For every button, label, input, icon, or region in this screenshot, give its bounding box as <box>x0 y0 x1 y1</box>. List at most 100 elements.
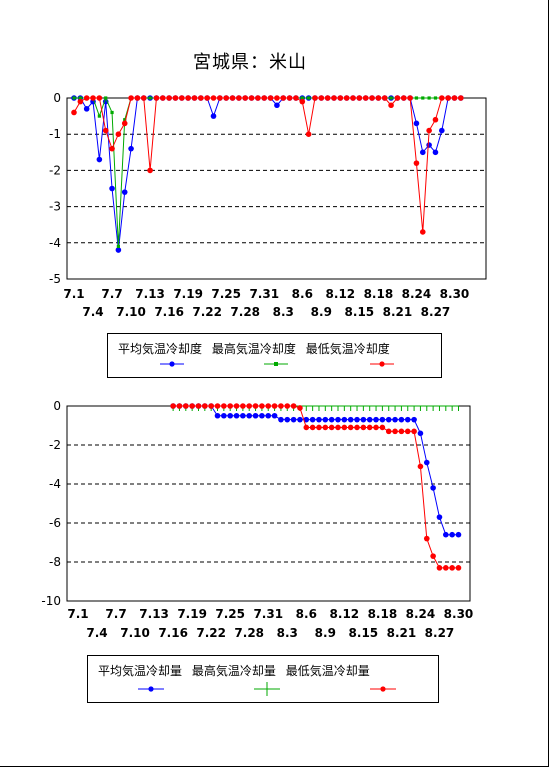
data-point <box>233 403 240 409</box>
data-point <box>123 118 127 122</box>
data-point <box>274 95 280 101</box>
data-point <box>455 565 462 571</box>
data-point <box>96 95 103 101</box>
legend-label-min: 最低気温冷却度 <box>305 342 390 356</box>
data-point <box>366 424 373 431</box>
plot-frame <box>66 97 487 280</box>
x-tick-label-row2: 8.21 <box>387 626 417 640</box>
data-point <box>78 96 82 100</box>
legend-label-mean-amount: 平均気温冷却量 <box>98 664 183 678</box>
data-point <box>191 95 198 101</box>
data-point <box>398 428 405 435</box>
data-point <box>458 95 464 101</box>
legend-marker-min <box>370 361 394 367</box>
x-tick-label-row2: 8.27 <box>425 626 455 640</box>
x-tick-label-row2: 7.4 <box>86 626 107 640</box>
data-point <box>443 531 449 538</box>
data-point <box>381 95 388 101</box>
x-tick-label: 8.30 <box>444 607 474 621</box>
data-point <box>210 113 217 119</box>
data-point <box>246 403 253 409</box>
x-tick-label: 8.18 <box>368 607 398 621</box>
data-point <box>290 416 297 423</box>
y-tick-label: 0 <box>53 91 61 105</box>
data-point <box>121 120 128 127</box>
x-tick-label-row2: 7.22 <box>196 626 226 640</box>
data-point <box>354 424 360 431</box>
data-point <box>414 96 419 100</box>
data-point <box>316 416 322 423</box>
data-point <box>198 95 204 101</box>
data-point <box>324 95 331 101</box>
data-point <box>227 403 233 409</box>
data-point <box>210 95 217 101</box>
data-point <box>385 416 392 423</box>
data-point <box>286 95 293 101</box>
x-tick-label-row2: 8.27 <box>421 305 451 319</box>
data-point <box>153 95 160 101</box>
data-point <box>102 127 109 134</box>
data-point <box>373 424 379 431</box>
x-tick-label: 8.12 <box>330 607 360 621</box>
data-point <box>360 424 367 431</box>
data-point <box>309 416 316 423</box>
x-tick-label-row2: 8.3 <box>277 626 298 640</box>
data-point <box>115 131 122 137</box>
data-point <box>185 95 191 101</box>
x-tick-label: 8.6 <box>292 287 313 301</box>
legend-labels-2: 平均気温冷却量 最高気温冷却量 最低気温冷却量 <box>98 662 376 679</box>
x-tick-label: 7.7 <box>101 287 122 301</box>
y-tick-label: -5 <box>49 272 61 286</box>
data-point <box>419 229 426 235</box>
x-tick-label: 7.31 <box>249 287 279 301</box>
data-point <box>331 95 337 101</box>
legend-label-max-amount: 最高気温冷却量 <box>191 664 276 678</box>
data-point <box>195 403 202 409</box>
data-point <box>392 416 398 423</box>
data-point <box>445 95 451 101</box>
data-point <box>134 95 141 101</box>
data-point <box>96 156 103 163</box>
data-point <box>248 95 255 101</box>
x-tick-label: 8.6 <box>296 607 317 621</box>
data-point <box>297 405 303 411</box>
data-point <box>411 428 417 435</box>
data-point <box>373 416 379 423</box>
series-line-1 <box>74 96 461 247</box>
data-point <box>265 403 272 409</box>
data-point <box>423 535 430 542</box>
data-point <box>455 531 462 538</box>
legend-marker-max <box>264 362 288 366</box>
data-point <box>423 459 430 466</box>
data-point <box>280 95 287 101</box>
x-tick-label: 8.24 <box>406 607 436 621</box>
data-point <box>432 149 439 156</box>
legend-labels: 平均気温冷却度 最高気温冷却度 最低気温冷却度 <box>118 340 396 357</box>
data-point <box>443 565 449 571</box>
x-tick-label-row2: 7.16 <box>154 305 184 319</box>
data-point <box>242 95 249 101</box>
data-point <box>166 95 172 101</box>
x-tick-label-row2: 7.10 <box>116 305 146 319</box>
data-point <box>172 95 179 101</box>
data-point <box>404 428 411 435</box>
x-tick-label-row2: 8.9 <box>315 626 336 640</box>
y-tick-label: -2 <box>49 163 61 177</box>
data-point <box>72 96 76 100</box>
data-point <box>159 95 166 101</box>
data-point <box>335 416 341 423</box>
data-point <box>83 95 90 101</box>
legend-marker-mean-amount <box>138 686 164 692</box>
data-point <box>369 95 375 101</box>
x-tick-label-row2: 8.15 <box>349 626 379 640</box>
data-point <box>307 96 311 100</box>
legend-label-mean: 平均気温冷却度 <box>118 342 203 356</box>
x-tick-label-row2: 7.28 <box>230 305 260 319</box>
y-tick-label: -8 <box>49 555 61 569</box>
y-tick-label: -3 <box>49 200 61 214</box>
data-point <box>128 145 134 152</box>
data-point <box>176 403 183 409</box>
data-point <box>449 565 455 571</box>
chart-title: 宮城県：米山 <box>193 52 307 73</box>
